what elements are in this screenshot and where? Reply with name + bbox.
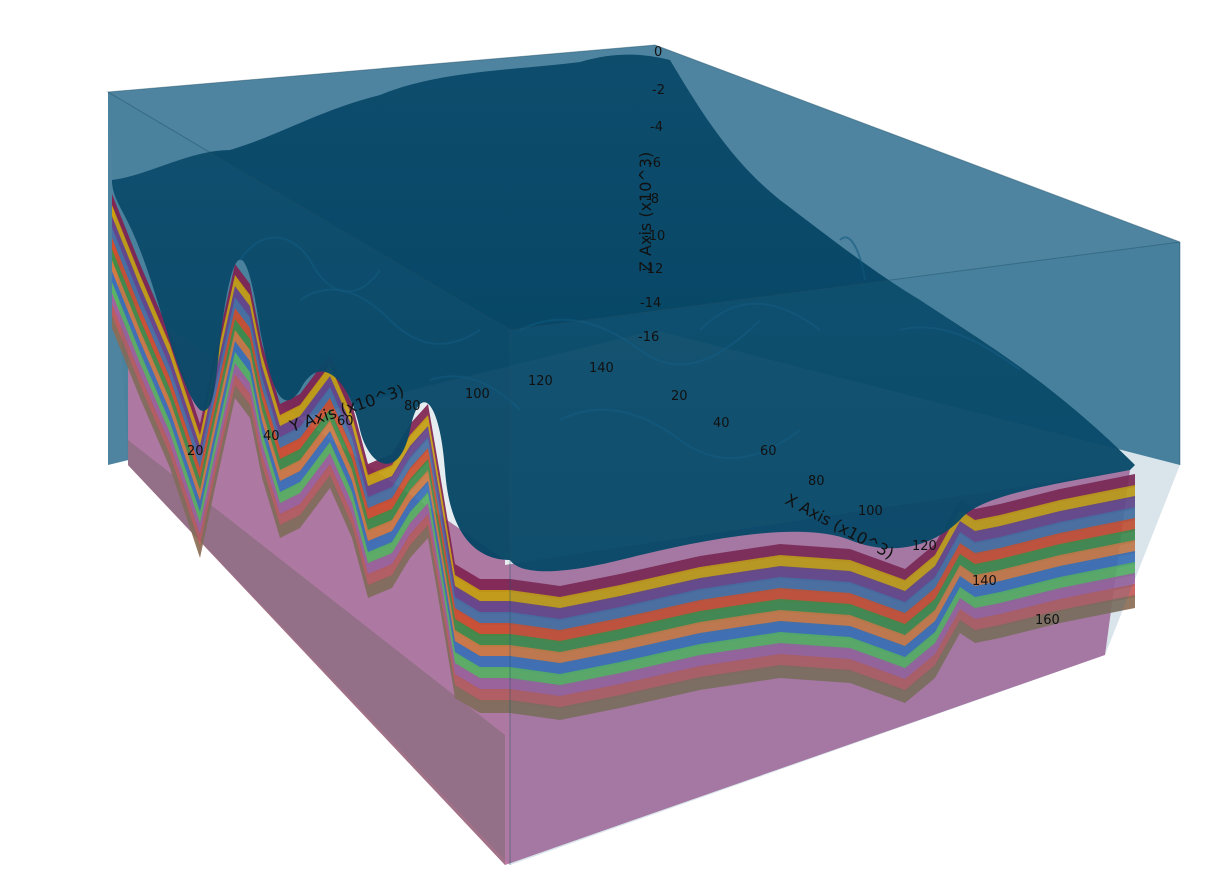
z-axis-title: Z Axis (x10^3): [636, 152, 655, 272]
x-tick-label: 80: [808, 474, 825, 489]
y-tick-label: 100: [465, 387, 490, 402]
z-tick-label: -16: [638, 330, 659, 345]
bounding-box-edges: [106, 44, 1181, 865]
box-front-face: [510, 242, 1180, 865]
y-tick-label: 60: [337, 414, 354, 429]
z-tick-label: -6: [648, 156, 661, 171]
x-tick-label: 40: [713, 416, 730, 431]
y-tick-label: 40: [263, 429, 280, 444]
x-tick-label: 100: [858, 504, 883, 519]
y-tick-label: 120: [528, 374, 553, 389]
x-tick-label: 60: [760, 444, 777, 459]
x-axis-ticks: 20 40 60 80 100 120 140 160: [671, 389, 1060, 628]
y-tick-label: 140: [589, 361, 614, 376]
y-tick-label: 80: [404, 399, 421, 414]
basement-inner-face: [128, 440, 505, 865]
z-tick-label: 0: [654, 45, 662, 60]
z-tick-label: -2: [652, 83, 665, 98]
y-axis-ticks: 20 40 60 80 100 120 140: [187, 361, 614, 459]
z-tick-label: -12: [642, 262, 663, 277]
z-tick-label: -8: [646, 192, 659, 207]
surface-ridges: [239, 236, 1021, 460]
z-tick-label: -10: [644, 229, 665, 244]
x-tick-label: 20: [671, 389, 688, 404]
y-tick-label: 20: [187, 444, 204, 459]
x-tick-label: 160: [1035, 613, 1060, 628]
x-tick-label: 140: [972, 574, 997, 589]
z-axis-ticks: 0 -2 -4 -6 -8 -10 -12 -14 -16: [638, 45, 665, 345]
x-tick-label: 120: [912, 539, 937, 554]
top-surface: [112, 54, 1135, 572]
z-tick-label: -4: [650, 120, 663, 135]
z-tick-label: -14: [640, 296, 661, 311]
box-left-face: [108, 92, 510, 865]
